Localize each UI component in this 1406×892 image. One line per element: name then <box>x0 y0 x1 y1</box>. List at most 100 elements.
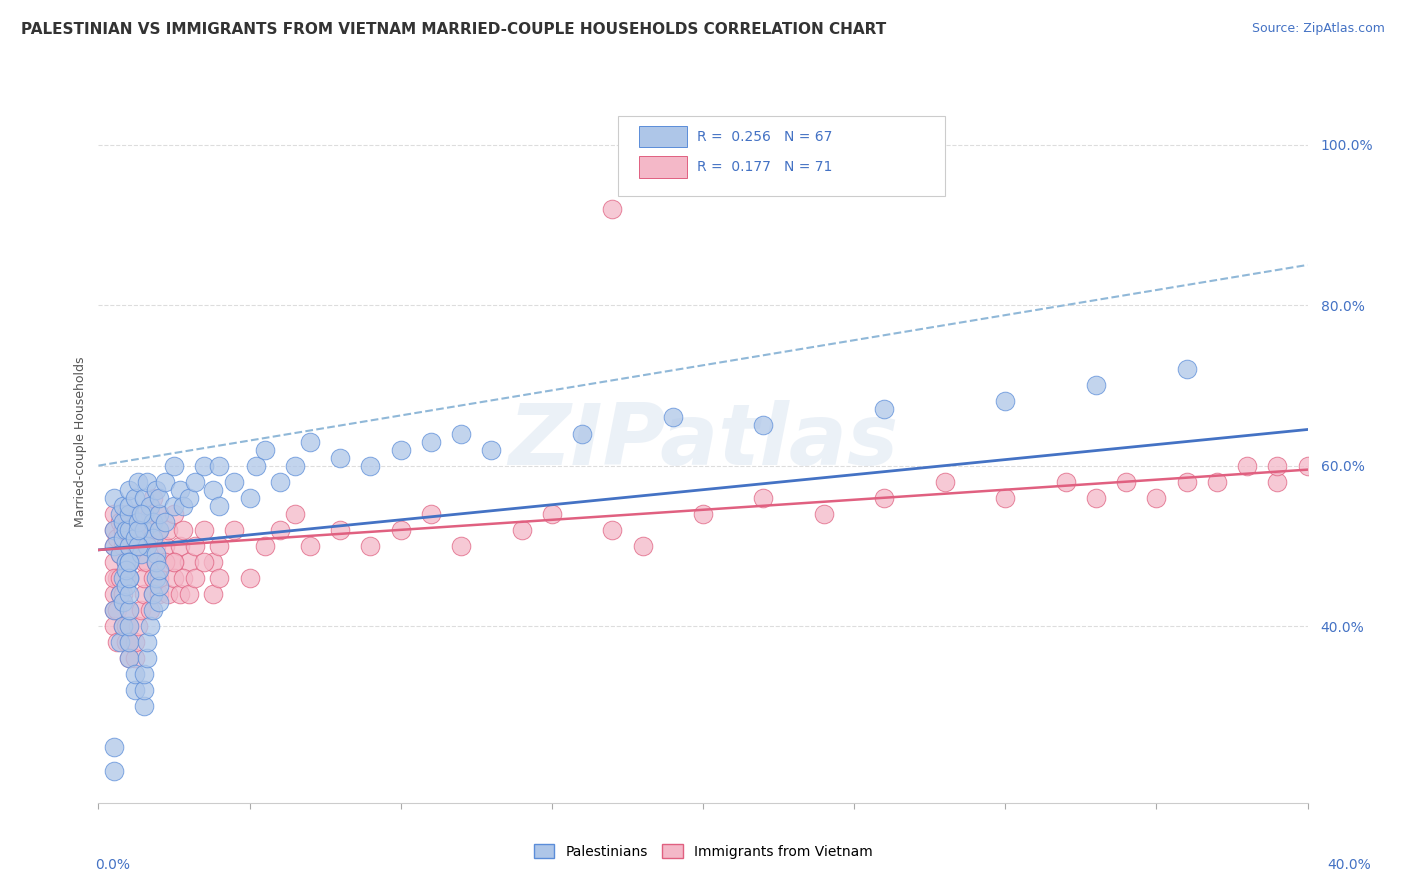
Point <box>420 507 443 521</box>
Point <box>208 458 231 473</box>
Point <box>118 499 141 513</box>
Point <box>111 619 134 633</box>
Point <box>184 539 207 553</box>
Point <box>118 619 141 633</box>
Point <box>1115 475 1137 489</box>
Point <box>389 442 412 457</box>
Point <box>193 523 215 537</box>
Point <box>135 539 157 553</box>
Point <box>127 619 149 633</box>
Point <box>142 531 165 545</box>
Point <box>510 523 533 537</box>
Point <box>163 499 186 513</box>
Point <box>105 603 128 617</box>
Point <box>139 507 162 521</box>
Point <box>208 539 231 553</box>
Point <box>420 434 443 449</box>
Text: 0.0%: 0.0% <box>96 858 131 872</box>
Point <box>127 475 149 489</box>
Point <box>1144 491 1167 505</box>
Point <box>135 635 157 649</box>
Point <box>124 683 146 698</box>
Point <box>184 475 207 489</box>
FancyBboxPatch shape <box>619 117 945 196</box>
Text: R =  0.177   N = 71: R = 0.177 N = 71 <box>697 160 832 174</box>
Point <box>329 450 352 465</box>
Point <box>360 539 382 553</box>
Point <box>118 571 141 585</box>
Point <box>148 507 170 521</box>
Point <box>145 547 167 561</box>
Point <box>114 579 136 593</box>
Point <box>142 491 165 505</box>
Point <box>103 764 125 778</box>
Point <box>108 635 131 649</box>
Point <box>1267 458 1289 473</box>
Point <box>153 555 176 569</box>
Point <box>127 515 149 529</box>
Point <box>127 523 149 537</box>
Text: Source: ZipAtlas.com: Source: ZipAtlas.com <box>1251 22 1385 36</box>
Point <box>114 555 136 569</box>
Point <box>127 539 149 553</box>
Point <box>118 555 141 569</box>
Point <box>108 587 131 601</box>
Point <box>360 458 382 473</box>
Point <box>602 523 624 537</box>
Point <box>135 651 157 665</box>
Point <box>114 619 136 633</box>
Point <box>1175 475 1198 489</box>
Point <box>132 699 155 714</box>
Point <box>114 507 136 521</box>
Point <box>118 587 141 601</box>
Point <box>111 571 134 585</box>
Point <box>118 635 141 649</box>
Point <box>145 483 167 497</box>
Point <box>153 539 176 553</box>
Point <box>184 571 207 585</box>
Point <box>253 442 276 457</box>
Legend: Palestinians, Immigrants from Vietnam: Palestinians, Immigrants from Vietnam <box>529 838 877 864</box>
Text: PALESTINIAN VS IMMIGRANTS FROM VIETNAM MARRIED-COUPLE HOUSEHOLDS CORRELATION CHA: PALESTINIAN VS IMMIGRANTS FROM VIETNAM M… <box>21 22 886 37</box>
Point <box>148 491 170 505</box>
FancyBboxPatch shape <box>638 126 688 147</box>
Point <box>156 523 179 537</box>
Point <box>224 475 246 489</box>
Point <box>202 587 225 601</box>
Point <box>111 587 134 601</box>
Point <box>105 531 128 545</box>
Point <box>239 571 262 585</box>
Point <box>111 531 134 545</box>
Point <box>124 635 146 649</box>
Point <box>111 619 134 633</box>
Point <box>118 539 141 553</box>
Point <box>873 402 896 417</box>
Point <box>299 539 322 553</box>
Point <box>163 555 186 569</box>
Point <box>156 587 179 601</box>
Point <box>132 523 155 537</box>
Point <box>108 571 131 585</box>
Point <box>540 507 562 521</box>
Point <box>148 587 170 601</box>
Point <box>169 539 191 553</box>
Point <box>202 483 225 497</box>
Point <box>450 426 472 441</box>
Point <box>103 739 125 754</box>
FancyBboxPatch shape <box>638 156 688 178</box>
Point <box>111 515 134 529</box>
Point <box>1206 475 1229 489</box>
Point <box>299 434 322 449</box>
Point <box>103 523 125 537</box>
Point <box>450 539 472 553</box>
Point <box>111 499 134 513</box>
Point <box>118 603 141 617</box>
Point <box>118 555 141 569</box>
Point <box>163 571 186 585</box>
Point <box>389 523 412 537</box>
Point <box>132 667 155 681</box>
Point <box>752 418 775 433</box>
Point <box>145 571 167 585</box>
Point <box>239 491 262 505</box>
Point <box>172 571 194 585</box>
